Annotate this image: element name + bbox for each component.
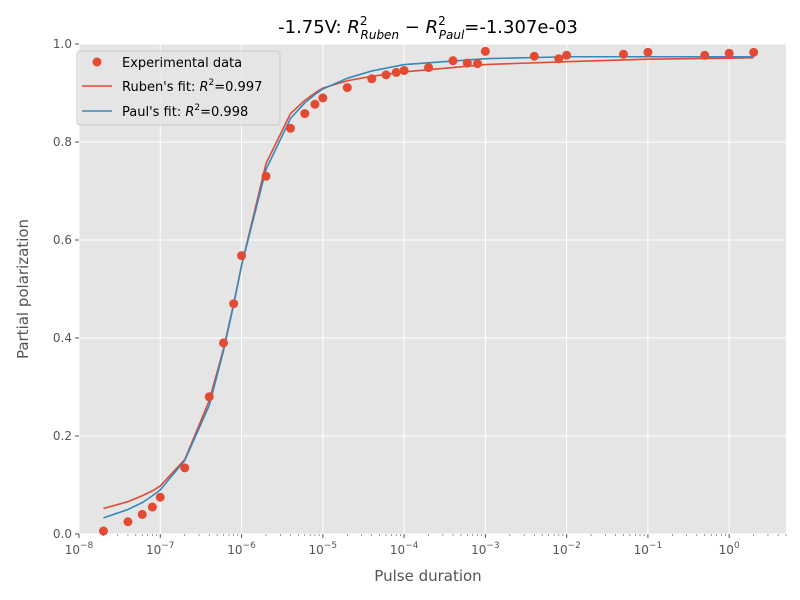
- x-tick-label: 10−5: [309, 541, 338, 557]
- chart-title: -1.75V: R2 Ruben − R2 Paul=-1.307e-03: [278, 14, 578, 42]
- data-point: [300, 109, 310, 119]
- data-point: [123, 517, 133, 527]
- data-point: [342, 83, 352, 93]
- data-point: [204, 392, 214, 402]
- data-point: [147, 502, 157, 512]
- title-r2-sub: Paul: [439, 28, 465, 42]
- data-point: [155, 492, 165, 502]
- data-point: [724, 48, 734, 58]
- data-point: [472, 59, 482, 69]
- y-tick-label: 1.0: [53, 37, 72, 51]
- grid: [78, 43, 786, 535]
- title-minus: −: [399, 17, 426, 38]
- x-tick-label: 10−3: [471, 541, 500, 557]
- data-point: [318, 93, 328, 103]
- data-point: [749, 47, 759, 57]
- x-tick-label: 10−1: [634, 541, 663, 557]
- data-point: [98, 526, 108, 536]
- data-point: [529, 51, 539, 61]
- data-point: [562, 50, 572, 60]
- data-point: [448, 56, 458, 66]
- data-point: [310, 99, 320, 109]
- legend-label-experimental: Experimental data: [122, 56, 242, 71]
- data-point: [424, 63, 434, 73]
- y-axis: 0.0 0.2 0.4 0.6 0.8 1.0: [53, 37, 79, 541]
- legend-box: [76, 50, 281, 126]
- data-point: [391, 67, 401, 77]
- data-point: [261, 171, 271, 181]
- legend-label-ruben: Ruben's fit: R2=0.997: [122, 78, 262, 95]
- data-point: [700, 50, 710, 60]
- y-tick-label: 0.4: [53, 331, 72, 345]
- x-tick-label: 10−4: [390, 541, 419, 557]
- y-tick-label: 0.8: [53, 135, 72, 149]
- x-axis: 10−8 10−7 10−6 10−5 10−4 10−3 10−2 10−1 100: [65, 534, 787, 557]
- legend-marker-experimental: [92, 57, 102, 67]
- title-r1-sub: Ruben: [361, 28, 400, 42]
- title-r2-sup: 2: [438, 14, 446, 28]
- data-point: [643, 47, 653, 57]
- data-point: [554, 54, 564, 64]
- data-point: [462, 58, 472, 68]
- legend: Experimental data Ruben's fit: R2=0.997 …: [76, 50, 281, 126]
- ruben-s-fit-line: [103, 56, 754, 510]
- plot-area: [79, 44, 786, 534]
- x-tick-label: 10−2: [552, 541, 581, 557]
- title-suffix: =-1.307e-03: [464, 17, 578, 38]
- data-point: [180, 463, 190, 473]
- y-tick-label: 0.2: [53, 429, 72, 443]
- data-point: [285, 123, 295, 133]
- data-point: [237, 251, 247, 261]
- y-axis-label: Partial polarization: [14, 219, 32, 359]
- x-tick-label: 10−6: [227, 541, 256, 557]
- x-axis-label: Pulse duration: [374, 567, 481, 585]
- paul-s-fit-line: [103, 55, 754, 519]
- data-point: [137, 509, 147, 519]
- x-tick-label: 100: [719, 541, 740, 557]
- legend-label-paul: Paul's fit: R2=0.998: [122, 103, 248, 120]
- x-tick-label: 10−7: [146, 541, 175, 557]
- x-tick-label: 10−8: [65, 541, 94, 557]
- y-tick-label: 0.6: [53, 233, 72, 247]
- data-point: [618, 49, 628, 59]
- y-tick-label: 0.0: [53, 527, 72, 541]
- data-point: [367, 74, 377, 84]
- data-point: [399, 65, 409, 75]
- data-point: [381, 70, 391, 80]
- fit-lines: [103, 55, 754, 519]
- scatter-points: [98, 46, 759, 536]
- data-point: [219, 338, 229, 348]
- data-point: [229, 299, 239, 309]
- title-r1-sup: 2: [360, 14, 368, 28]
- data-point: [480, 46, 490, 56]
- title-prefix: -1.75V:: [278, 17, 347, 38]
- title-r2: R: [426, 17, 439, 38]
- title-r1: R: [347, 17, 360, 38]
